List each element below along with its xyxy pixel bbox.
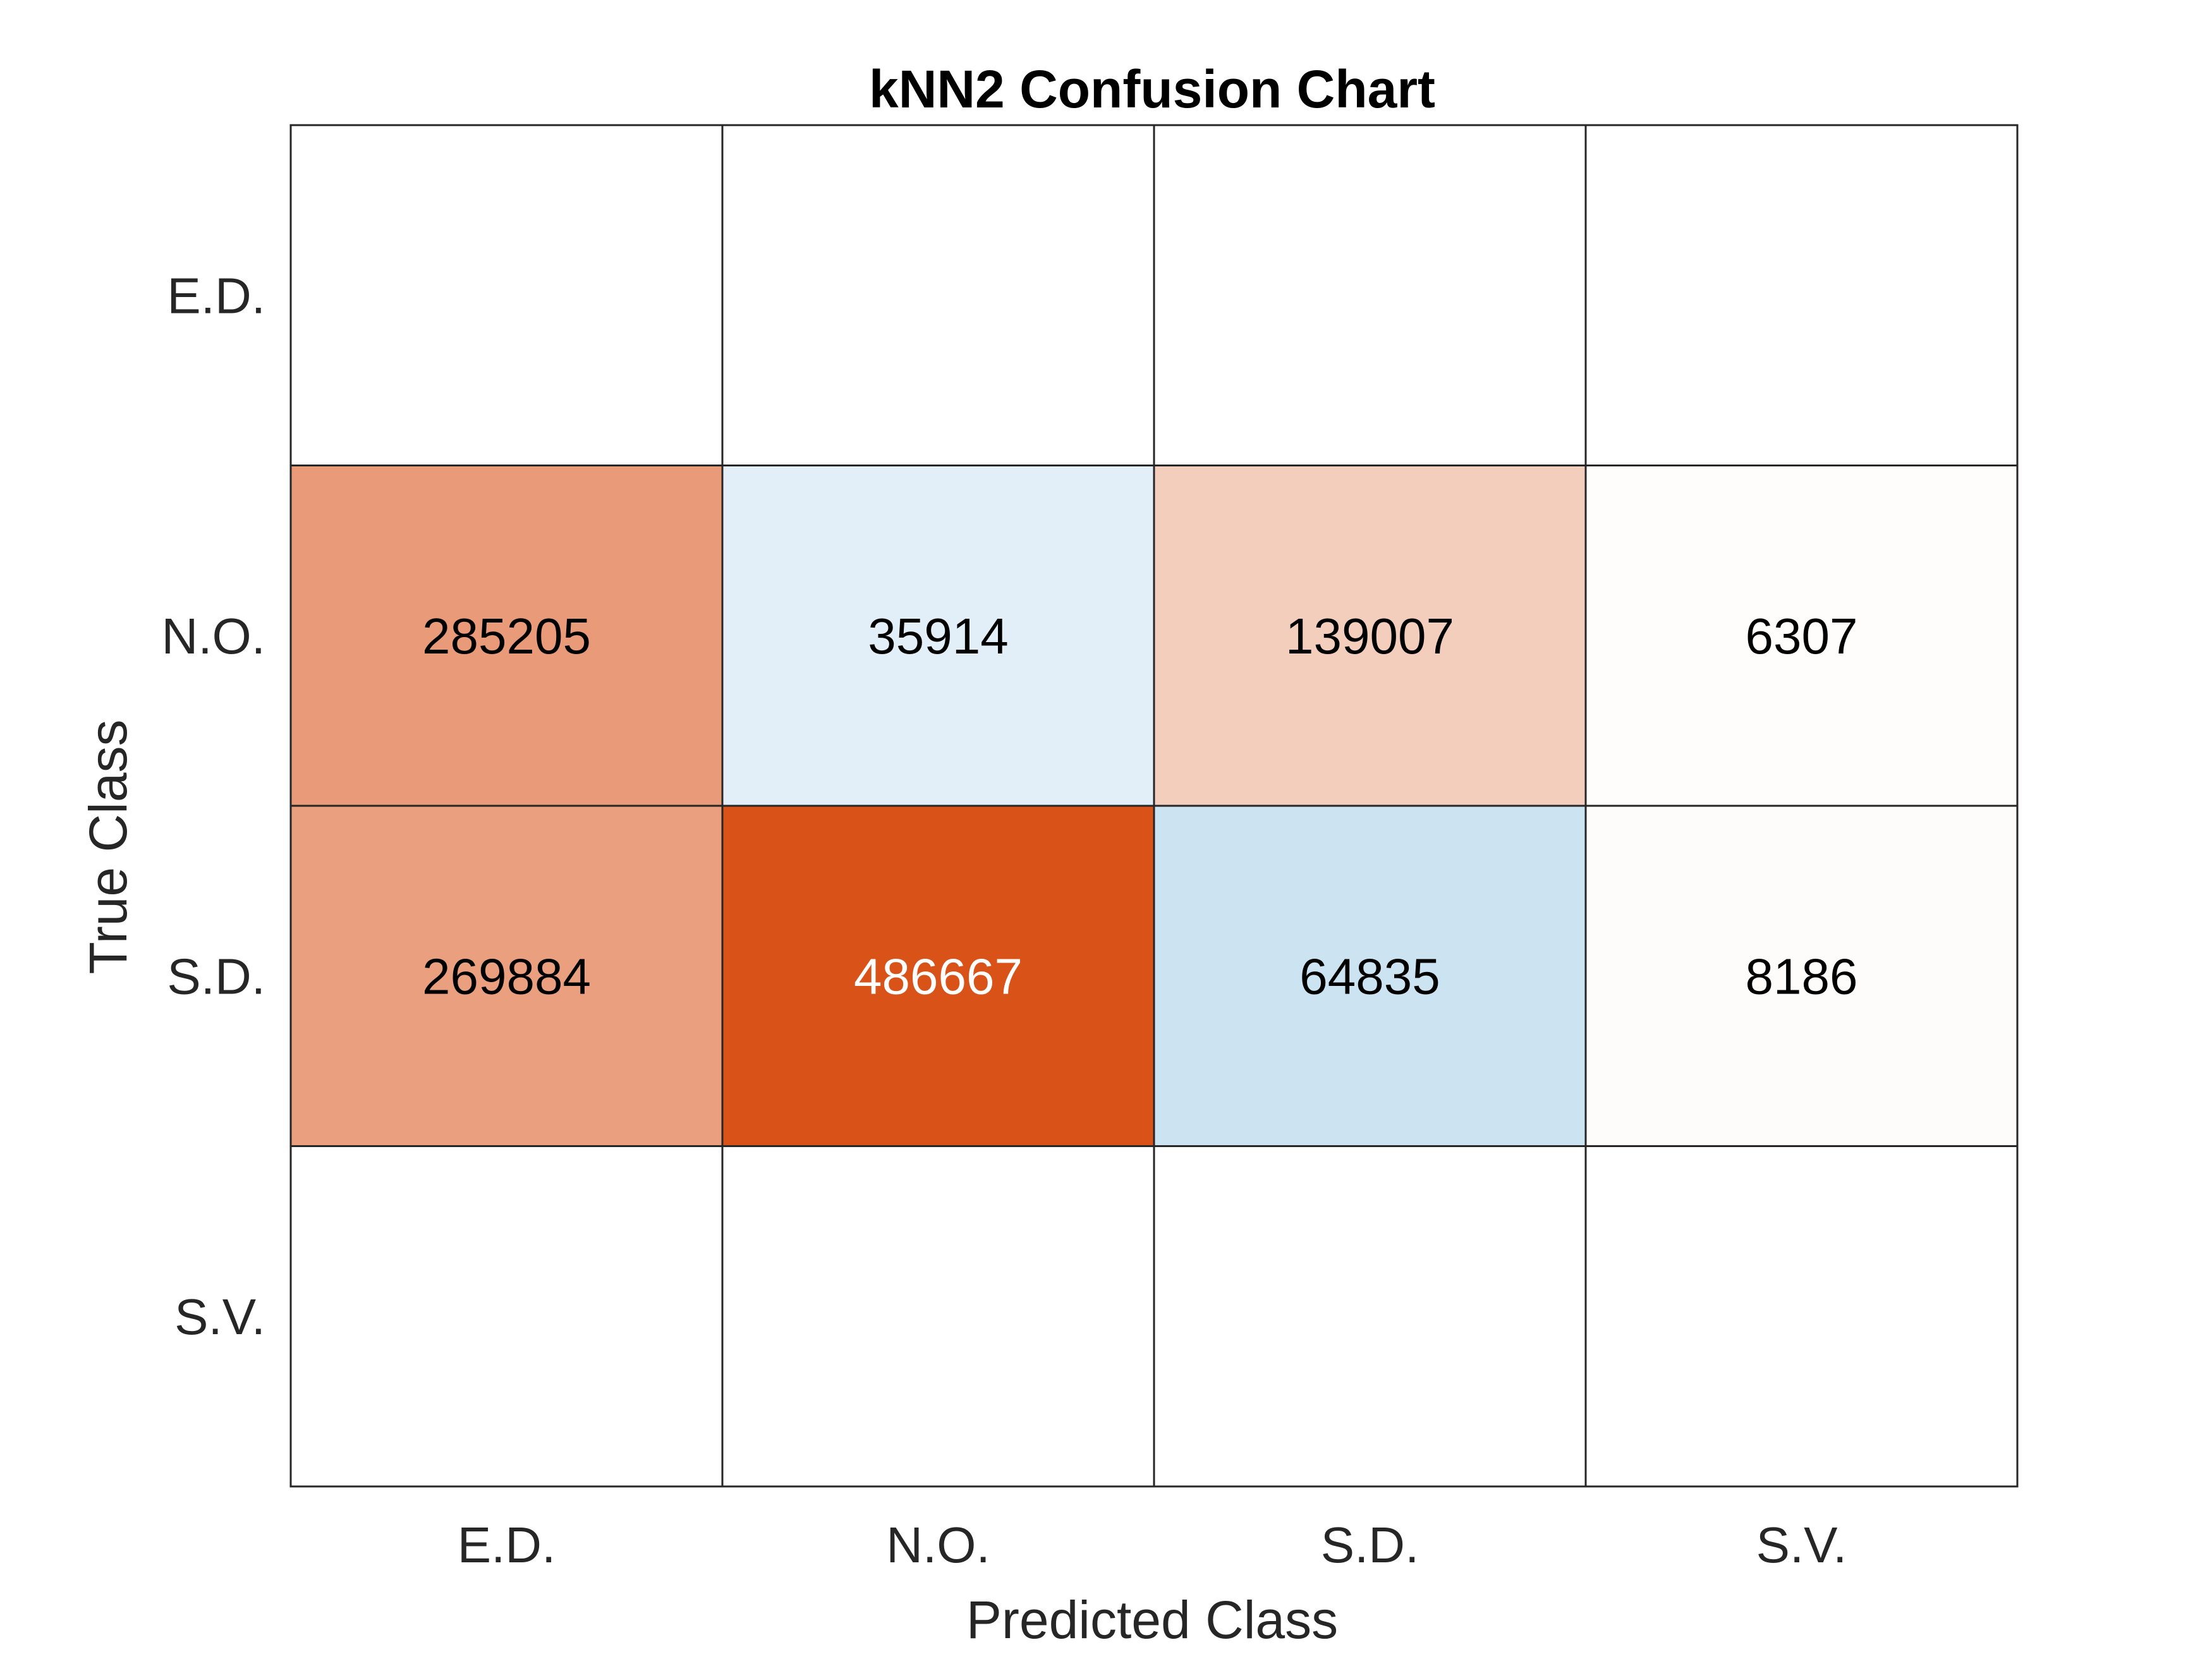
y-tick-label: S.D. [167,948,265,1004]
matrix-cell [1584,124,2019,466]
matrix-cell [1584,465,2019,807]
chart-title: kNN2 Confusion Chart [869,59,1435,119]
matrix-cell [1153,465,1587,807]
y-axis-label: True Class [78,720,138,975]
cell-value-label: 285205 [422,608,591,664]
cell-value-label: 35914 [868,608,1008,664]
matrix-cell [1153,124,1587,466]
cell-value-label: 269884 [422,948,591,1004]
matrix-cell [1153,805,1587,1147]
cell-value-label: 486667 [854,948,1023,1004]
matrix-cell [721,465,1155,807]
matrix-cell [289,465,724,807]
matrix-cell [721,124,1155,466]
cell-value-label: 64835 [1299,948,1440,1004]
cell-value-label: 6307 [1746,608,1858,664]
matrix-cell [1153,1145,1587,1488]
x-tick-label: E.D. [458,1517,556,1573]
cell-value-label: 8186 [1746,948,1858,1004]
cell-value-label: 139007 [1285,608,1454,664]
y-tick-label: S.V. [174,1289,265,1345]
x-tick-label: S.D. [1321,1517,1419,1573]
y-tick-label: E.D. [167,267,265,324]
matrix-cell [1584,1145,2019,1488]
matrix-cell [289,1145,724,1488]
x-axis-label: Predicted Class [966,1590,1338,1650]
matrix-cell [721,805,1155,1147]
x-tick-label: N.O. [886,1517,990,1573]
x-tick-label: S.V. [1756,1517,1847,1573]
matrix-cell [721,1145,1155,1488]
matrix-cells: 285205 35914 139007 6307 269884 486667 64835 81… [289,124,2019,1488]
matrix-cell [289,124,724,466]
matrix-cell [1584,805,2019,1147]
tick-labels: E.D. N.O. S.D. S.V. E.D. N.O. S.D. S.V. [162,267,1847,1573]
y-tick-label: N.O. [162,608,265,664]
